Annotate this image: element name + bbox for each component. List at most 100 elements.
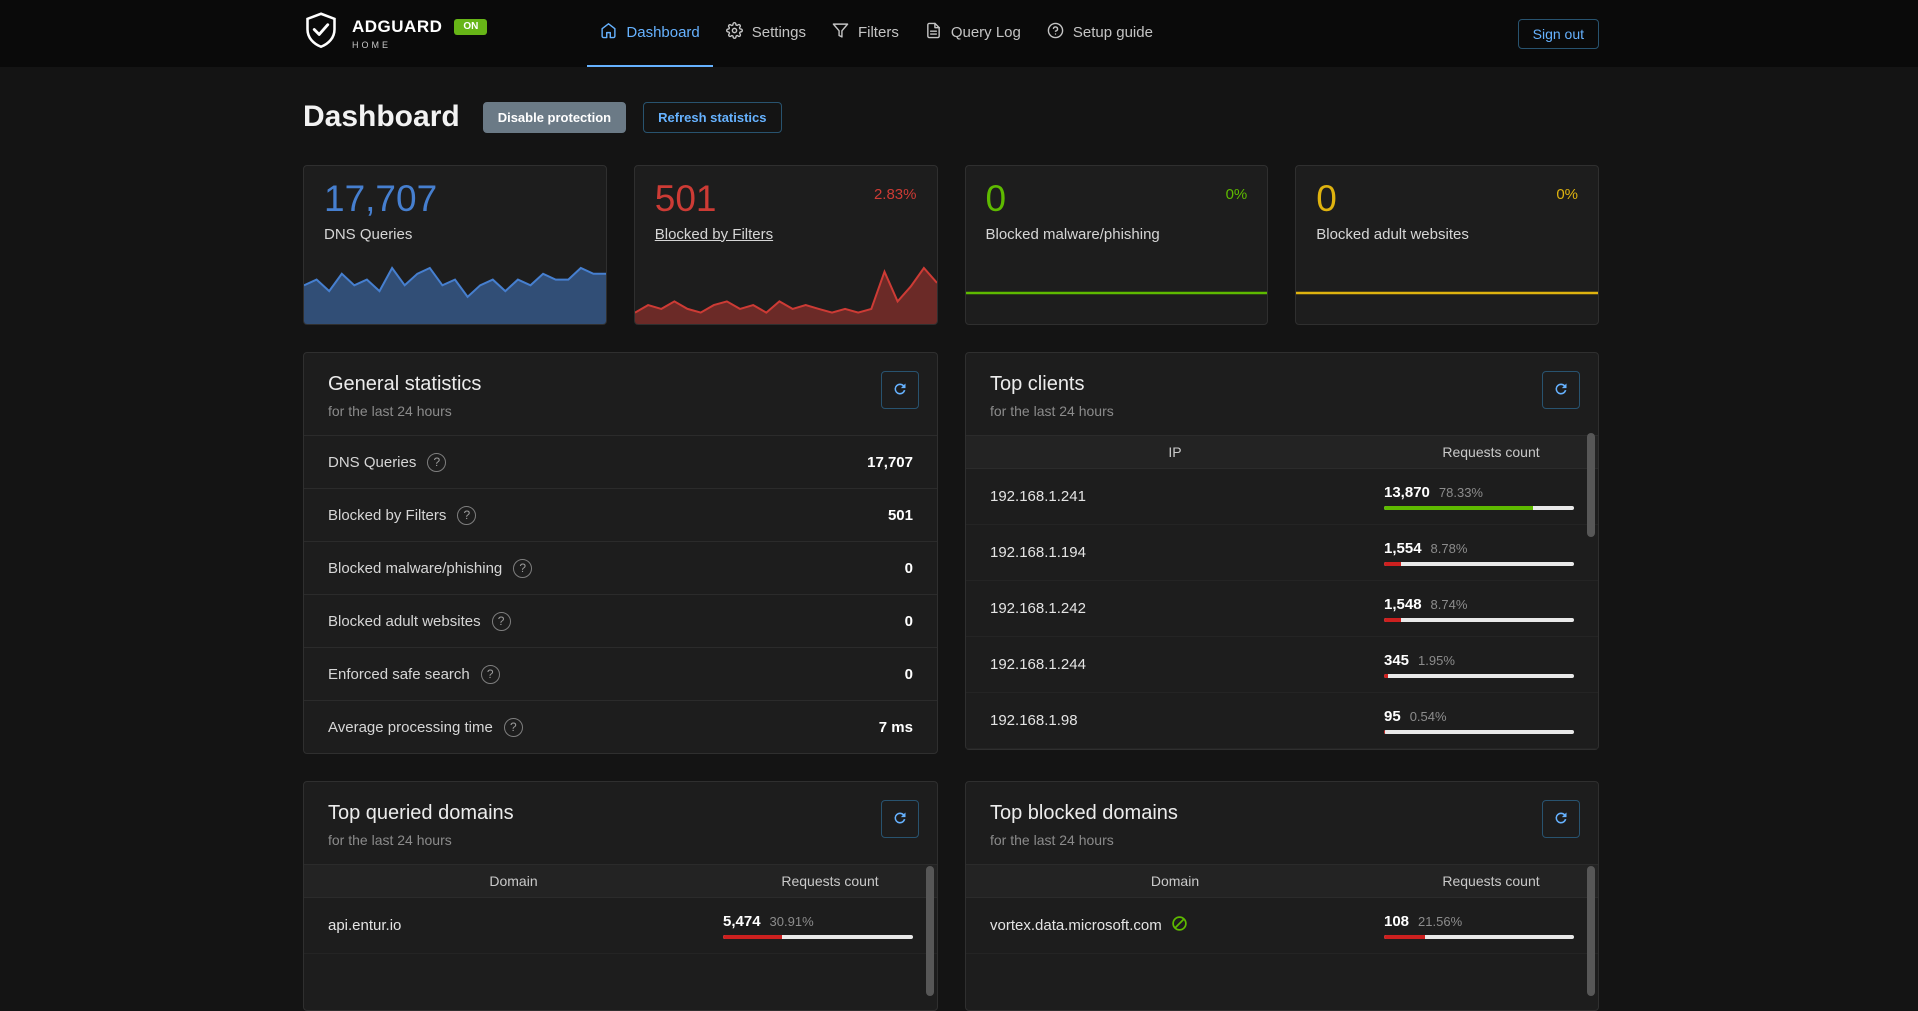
filter-funnel-icon	[832, 22, 849, 43]
request-percent: 21.56%	[1418, 913, 1463, 929]
request-bar	[1384, 505, 1574, 510]
stat-label: Blocked malware/phishing	[985, 225, 1160, 243]
stats-value: 0	[904, 665, 913, 683]
request-percent: 30.91%	[769, 913, 814, 929]
request-bar	[1384, 673, 1574, 678]
client-ip[interactable]: 192.168.1.194	[990, 544, 1086, 561]
nav-item-settings[interactable]: Settings	[713, 0, 819, 67]
table-row: 192.168.1.244 345 1.95%	[966, 637, 1598, 693]
help-icon[interactable]: ?	[480, 664, 500, 684]
column-header-requests[interactable]: Requests count	[781, 873, 879, 889]
stats-row: DNS Queries? 17,707	[304, 435, 937, 488]
column-header-requests[interactable]: Requests count	[1442, 444, 1540, 460]
request-count: 95	[1384, 707, 1401, 725]
domain-blocked-icon[interactable]	[1171, 915, 1188, 936]
stats-value: 501	[887, 506, 913, 524]
nav-item-setup-guide[interactable]: Setup guide	[1034, 0, 1166, 67]
request-percent: 1.95%	[1418, 652, 1455, 668]
stats-row: Blocked malware/phishing? 0	[304, 541, 937, 594]
table-header: IP Requests count	[966, 435, 1598, 469]
help-icon[interactable]: ?	[503, 717, 523, 737]
client-ip[interactable]: 192.168.1.98	[990, 712, 1078, 729]
scrollbar-thumb[interactable]	[1587, 433, 1595, 537]
request-bar	[723, 934, 913, 939]
request-bar	[1384, 934, 1574, 939]
sign-out-button[interactable]: Sign out	[1517, 18, 1599, 49]
refresh-icon	[892, 810, 908, 829]
help-icon[interactable]: ?	[427, 452, 447, 472]
query-log-icon	[925, 22, 942, 43]
help-icon[interactable]: ?	[513, 558, 533, 578]
stats-row: Blocked by Filters? 501	[304, 488, 937, 541]
nav-item-query-log[interactable]: Query Log	[912, 0, 1034, 67]
nav-item-label: Filters	[857, 24, 899, 41]
stat-percent: 0%	[1225, 186, 1248, 203]
client-ip[interactable]: 192.168.1.242	[990, 600, 1086, 617]
top-navbar: ADGUARD ON HOME Dashboard Settings	[0, 0, 1918, 67]
table-row: 192.168.1.98 95 0.54%	[966, 693, 1598, 749]
stat-value: 0	[985, 178, 1007, 219]
stat-label: DNS Queries	[324, 225, 413, 243]
queried-domain[interactable]: api.entur.io	[328, 917, 402, 934]
panel-subtitle: for the last 24 hours	[328, 832, 452, 848]
nav-item-label: Setup guide	[1072, 24, 1153, 41]
help-icon[interactable]: ?	[457, 505, 477, 525]
blocked-by-filters-link[interactable]: Blocked by Filters	[654, 225, 774, 243]
column-header-ip[interactable]: IP	[1168, 444, 1182, 460]
stats-value: 0	[904, 559, 913, 577]
panel-subtitle: for the last 24 hours	[990, 403, 1114, 419]
refresh-icon	[892, 381, 908, 400]
panel-title: General statistics	[328, 373, 482, 395]
panel-title: Top clients	[990, 373, 1085, 395]
client-ip[interactable]: 192.168.1.241	[990, 488, 1086, 505]
table-header: Domain Requests count	[304, 864, 937, 898]
table-row: vortex.data.microsoft.com 108 21.56%	[966, 898, 1598, 954]
column-header-domain[interactable]: Domain	[489, 873, 538, 889]
stats-value: 7 ms	[878, 718, 913, 736]
refresh-button[interactable]	[1542, 800, 1580, 838]
blocked-domain[interactable]: vortex.data.microsoft.com	[990, 917, 1162, 934]
panel-title: Top blocked domains	[990, 802, 1178, 824]
client-ip[interactable]: 192.168.1.244	[990, 656, 1086, 673]
request-count: 1,548	[1384, 595, 1422, 613]
table-header: Domain Requests count	[966, 864, 1598, 898]
refresh-icon	[1553, 810, 1569, 829]
refresh-button[interactable]	[1542, 371, 1580, 409]
nav-menu: Dashboard Settings Filters Query Log	[587, 0, 1166, 67]
blocked-adult-sparkline	[1296, 262, 1599, 324]
stat-value: 0	[1316, 178, 1337, 219]
request-bar	[1384, 617, 1574, 622]
refresh-statistics-button[interactable]: Refresh statistics	[643, 101, 782, 133]
stats-label: Blocked malware/phishing	[328, 559, 503, 577]
request-percent: 0.54%	[1409, 708, 1447, 724]
stat-percent: 0%	[1556, 186, 1578, 203]
column-header-domain[interactable]: Domain	[1150, 873, 1200, 889]
stats-label: DNS Queries	[328, 453, 417, 471]
column-header-requests[interactable]: Requests count	[1442, 873, 1540, 889]
scrollbar-thumb[interactable]	[926, 866, 934, 996]
request-bar	[1384, 729, 1574, 734]
stats-label: Enforced safe search	[328, 665, 470, 683]
page-title: Dashboard	[303, 100, 460, 133]
disable-protection-button[interactable]: Disable protection	[482, 101, 627, 133]
stat-cards-row: 17,707 DNS Queries 501 2.83% Blocked by …	[303, 165, 1599, 325]
help-icon[interactable]: ?	[491, 611, 511, 631]
scrollbar-thumb[interactable]	[1587, 866, 1595, 996]
request-count: 345	[1384, 651, 1410, 669]
stats-row: Blocked adult websites? 0	[304, 594, 937, 647]
dashboard-icon	[600, 22, 617, 43]
panel-subtitle: for the last 24 hours	[990, 832, 1114, 848]
adguard-logo[interactable]: ADGUARD ON HOME	[303, 11, 488, 56]
table-row: api.entur.io 5,474 30.91%	[304, 898, 937, 954]
stat-card-blocked-by-filters: 501 2.83% Blocked by Filters	[633, 165, 938, 325]
refresh-button[interactable]	[881, 371, 919, 409]
request-percent: 8.74%	[1430, 596, 1468, 612]
blocked-malware-sparkline	[965, 262, 1268, 324]
refresh-button[interactable]	[881, 800, 919, 838]
gear-icon	[725, 22, 743, 43]
stat-card-blocked-malware: 0 0% Blocked malware/phishing	[964, 165, 1269, 325]
nav-item-dashboard[interactable]: Dashboard	[587, 0, 713, 67]
nav-item-filters[interactable]: Filters	[819, 0, 912, 67]
request-count: 13,870	[1384, 483, 1430, 501]
panel-subtitle: for the last 24 hours	[328, 403, 452, 419]
